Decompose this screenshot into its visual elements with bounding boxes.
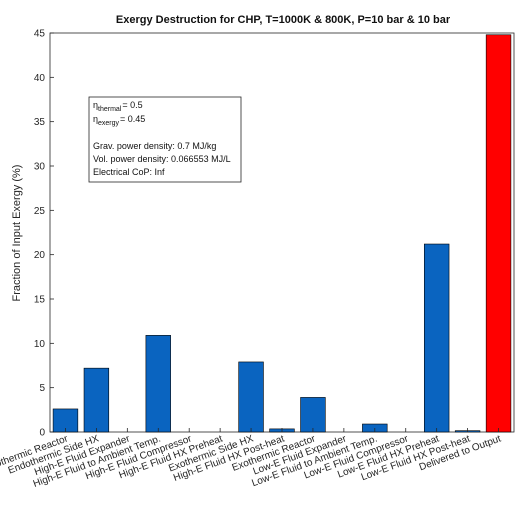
y-tick-label: 45 xyxy=(34,29,46,40)
eta-thermal-subscript: thermal xyxy=(98,106,122,113)
bar xyxy=(423,243,450,433)
annotation-frame xyxy=(88,96,242,183)
eta-exergy-subscript: exergy xyxy=(98,120,120,127)
eta-exergy-symbol: η xyxy=(93,114,98,124)
y-tick-label: 40 xyxy=(34,73,46,84)
eta-thermal-value: = 0.5 xyxy=(122,100,142,110)
bar xyxy=(238,361,264,433)
info-annotation-box: ηthermal= 0.5 ηexergy= 0.45 Grav. power … xyxy=(88,96,242,183)
eta-thermal-symbol: η xyxy=(93,100,98,110)
y-tick-label: 30 xyxy=(34,162,46,173)
bar xyxy=(145,335,171,433)
chart-title: Exergy Destruction for CHP, T=1000K & 80… xyxy=(116,14,451,26)
y-tick-label: 5 xyxy=(39,383,45,394)
y-tick-label: 20 xyxy=(34,250,46,261)
eta-thermal-line: ηthermal= 0.5 xyxy=(93,100,143,113)
y-tick-label: 25 xyxy=(34,206,46,217)
y-tick-label: 10 xyxy=(34,339,46,350)
vol-power-density: Vol. power density: 0.066553 MJ/L xyxy=(93,154,231,164)
eta-exergy-value: = 0.45 xyxy=(120,114,145,124)
plot-area: 0 5 10 15 20 25 30 35 40 45 Endothermic ReactorEn… xyxy=(0,29,515,490)
grav-power-density: Grav. power density: 0.7 MJ/kg xyxy=(93,141,216,151)
y-tick-label: 0 xyxy=(39,428,45,439)
bar xyxy=(485,34,512,433)
bars xyxy=(52,34,512,433)
eta-exergy-line: ηexergy= 0.45 xyxy=(93,114,145,127)
y-tick-label: 35 xyxy=(34,117,46,128)
bar xyxy=(300,397,326,433)
y-axis-ticks: 0 5 10 15 20 25 30 35 40 45 xyxy=(34,29,54,439)
y-axis-label: Fraction of Input Exergy (%) xyxy=(11,165,23,302)
y-tick-label: 15 xyxy=(34,295,46,306)
electrical-cop: Electrical CoP: Inf xyxy=(93,167,165,177)
bar xyxy=(83,367,110,433)
